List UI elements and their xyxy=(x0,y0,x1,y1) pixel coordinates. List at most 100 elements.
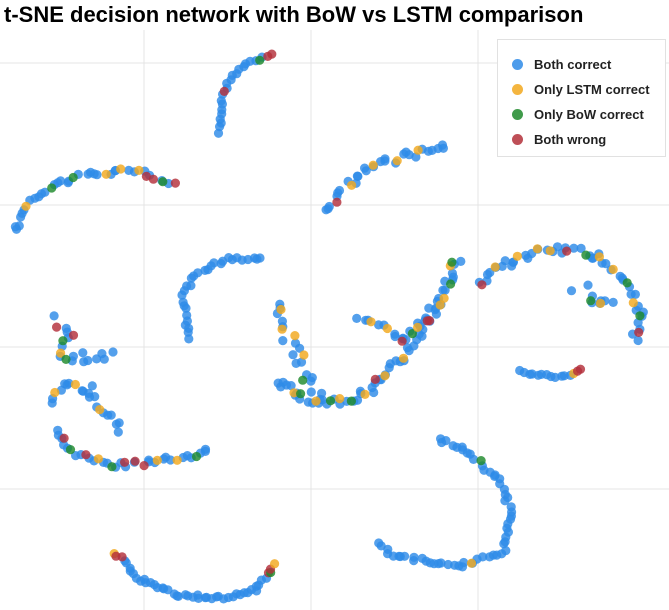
point-both-correct xyxy=(630,289,641,299)
point-both-correct xyxy=(178,297,188,307)
point-both-correct xyxy=(286,381,296,391)
point-both-correct xyxy=(106,410,116,420)
point-only-bow-correct xyxy=(191,451,202,462)
point-both-correct xyxy=(440,285,450,295)
point-both-correct xyxy=(438,143,448,153)
point-only-lstm-correct xyxy=(134,165,144,175)
point-both-wrong xyxy=(141,171,151,181)
point-only-lstm-correct xyxy=(368,160,378,170)
point-both-correct xyxy=(255,253,265,263)
legend-label: Both correct xyxy=(534,57,612,72)
point-only-lstm-correct xyxy=(290,331,300,341)
point-only-bow-correct xyxy=(68,172,78,183)
point-both-correct xyxy=(500,256,510,266)
point-both-wrong xyxy=(562,246,572,256)
point-both-correct xyxy=(87,381,97,391)
point-only-lstm-correct xyxy=(545,246,555,256)
point-both-correct xyxy=(447,268,457,278)
legend-item-both-wrong: Both wrong xyxy=(498,127,665,152)
point-only-bow-correct xyxy=(107,462,117,472)
point-only-bow-correct xyxy=(407,329,417,339)
point-only-lstm-correct xyxy=(366,317,376,327)
point-both-correct xyxy=(295,343,305,353)
point-only-bow-correct xyxy=(47,183,57,193)
point-only-lstm-correct xyxy=(335,394,345,404)
point-only-lstm-correct xyxy=(56,348,66,358)
point-both-correct xyxy=(583,280,593,290)
point-only-bow-correct xyxy=(586,296,596,306)
point-both-wrong xyxy=(634,327,644,337)
point-only-bow-correct xyxy=(65,445,76,455)
point-both-wrong xyxy=(575,364,586,374)
chart-title: t-SNE decision network with BoW vs LSTM … xyxy=(4,2,584,27)
legend-item-only-lstm-correct: Only LSTM correct xyxy=(498,77,665,102)
point-both-correct xyxy=(90,392,100,402)
point-only-lstm-correct xyxy=(628,298,638,308)
point-both-correct xyxy=(456,256,466,266)
point-only-bow-correct xyxy=(622,278,632,288)
point-both-wrong xyxy=(81,450,91,460)
point-only-lstm-correct xyxy=(95,405,105,415)
point-both-correct xyxy=(278,336,288,346)
point-only-lstm-correct xyxy=(299,350,309,360)
point-only-bow-correct xyxy=(635,311,645,321)
point-only-lstm-correct xyxy=(439,293,449,303)
point-only-bow-correct xyxy=(298,375,308,385)
point-only-lstm-correct xyxy=(512,251,523,261)
point-both-correct xyxy=(49,311,59,321)
scatter-points xyxy=(10,49,648,604)
point-only-bow-correct xyxy=(61,354,71,364)
point-both-correct xyxy=(360,163,370,173)
point-both-correct xyxy=(165,455,176,465)
point-only-bow-correct xyxy=(325,396,336,406)
point-both-correct xyxy=(92,170,102,180)
point-only-bow-correct xyxy=(447,257,457,267)
point-both-correct xyxy=(601,259,611,269)
point-both-correct xyxy=(468,454,479,464)
point-both-wrong xyxy=(68,330,79,340)
point-both-correct xyxy=(485,552,495,562)
point-both-correct xyxy=(324,201,334,212)
point-only-lstm-correct xyxy=(50,387,60,398)
point-both-correct xyxy=(441,436,451,446)
point-both-wrong xyxy=(267,49,277,59)
point-both-correct xyxy=(417,553,427,564)
point-both-wrong xyxy=(397,336,407,346)
point-only-lstm-correct xyxy=(608,264,618,274)
point-both-wrong xyxy=(477,280,487,290)
point-both-correct xyxy=(56,176,66,186)
point-both-wrong xyxy=(117,552,127,562)
legend-marker xyxy=(512,109,523,120)
point-only-lstm-correct xyxy=(276,304,286,315)
point-only-bow-correct xyxy=(296,389,306,399)
point-only-lstm-correct xyxy=(277,324,287,334)
legend: Both correct Only LSTM correct Only BoW … xyxy=(497,39,666,157)
legend-label: Both wrong xyxy=(534,132,607,147)
point-both-correct xyxy=(334,185,345,196)
point-both-correct xyxy=(566,286,577,296)
grid-lines xyxy=(0,30,669,610)
point-only-lstm-correct xyxy=(270,559,280,569)
point-only-lstm-correct xyxy=(347,180,357,190)
point-only-lstm-correct xyxy=(311,396,321,406)
point-both-correct xyxy=(193,593,204,604)
point-both-wrong xyxy=(59,433,69,443)
point-both-correct xyxy=(352,313,362,323)
legend-item-both-correct: Both correct xyxy=(498,52,665,77)
point-both-correct xyxy=(209,258,219,268)
point-only-lstm-correct xyxy=(398,353,409,363)
legend-label: Only LSTM correct xyxy=(534,82,650,97)
point-only-bow-correct xyxy=(581,250,591,260)
point-only-lstm-correct xyxy=(595,298,606,308)
point-only-bow-correct xyxy=(158,177,168,187)
point-both-correct xyxy=(108,347,118,357)
point-only-lstm-correct xyxy=(21,201,31,211)
point-both-correct xyxy=(374,538,384,548)
point-only-lstm-correct xyxy=(380,371,390,381)
point-only-lstm-correct xyxy=(116,164,126,174)
point-both-correct xyxy=(409,552,419,562)
point-both-wrong xyxy=(332,197,342,207)
point-both-wrong xyxy=(148,174,158,184)
point-only-lstm-correct xyxy=(413,322,423,332)
